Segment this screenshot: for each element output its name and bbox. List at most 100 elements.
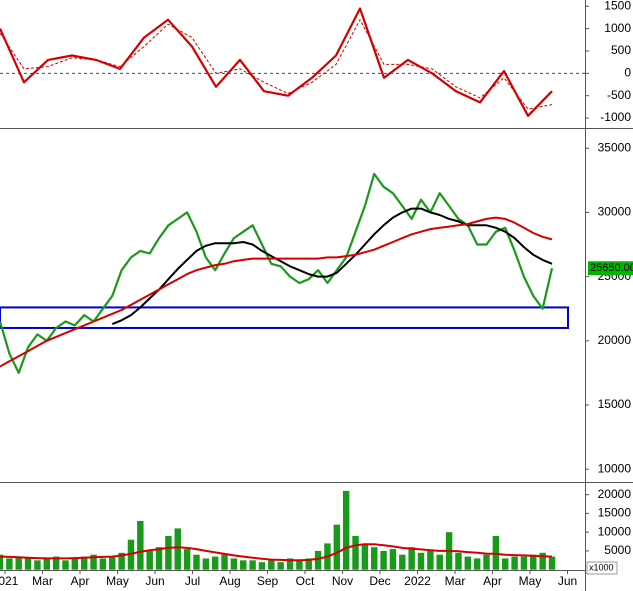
y-tick-label: 10000 — [598, 524, 632, 538]
volume-bar — [427, 550, 434, 570]
y-tick-label: 15000 — [598, 397, 632, 411]
series-line — [111, 207, 553, 326]
volume-bar — [62, 560, 69, 570]
volume-bar — [464, 556, 472, 570]
x-tick-label: May — [106, 574, 129, 588]
x-tick-label: Mar — [32, 574, 53, 588]
volume-bar — [6, 558, 13, 570]
last-price-box — [588, 261, 633, 276]
y-tick-label: 1000 — [604, 21, 631, 35]
volume-bar — [436, 554, 443, 570]
y-tick-label: 5000 — [604, 543, 631, 557]
volume-bar — [52, 556, 60, 570]
volume-bar — [492, 535, 500, 570]
volume-bar — [0, 554, 4, 570]
volume-bar — [15, 556, 22, 570]
y-tick-label: 20000 — [598, 487, 632, 501]
volume-bar — [202, 558, 210, 570]
volume-bar — [408, 547, 415, 570]
x-tick-label: Aug — [219, 574, 240, 588]
volume-bar — [24, 558, 32, 570]
volume-bar — [137, 520, 144, 570]
volume-bar — [71, 558, 79, 570]
volume-bar — [342, 490, 350, 570]
volume-bar — [165, 535, 172, 570]
series-line — [0, 543, 553, 562]
volume-bar — [305, 558, 312, 570]
volume-bar — [389, 549, 397, 570]
volume-bar — [296, 560, 303, 570]
volume-bar — [371, 547, 378, 570]
volume-bar — [90, 554, 97, 570]
volume-bar — [183, 549, 191, 570]
volume-bar — [249, 560, 256, 570]
volume-bar — [240, 560, 247, 570]
series-line — [0, 172, 554, 374]
volume-bar — [230, 558, 238, 570]
y-tick-label: 20000 — [598, 333, 632, 347]
volume-bar — [146, 550, 153, 570]
x-tick-label: Jun — [145, 574, 164, 588]
x-tick-label: Nov — [332, 574, 353, 588]
y-tick-label: 10000 — [598, 461, 632, 475]
volume-bar — [333, 524, 341, 570]
volume-bar — [417, 552, 425, 570]
volume-bar — [530, 554, 537, 570]
support-zone — [0, 306, 569, 329]
volume-bar — [548, 556, 556, 570]
unit-box — [586, 561, 618, 575]
volume-bar — [399, 554, 406, 570]
y-tick-label: 15000 — [598, 506, 632, 520]
volume-bar — [502, 558, 509, 570]
x-tick-label: Dec — [369, 574, 390, 588]
volume-bar — [520, 556, 528, 570]
volume-bar — [211, 556, 219, 570]
volume-bar — [473, 558, 481, 570]
x-tick-label: Apr — [71, 574, 90, 588]
x-tick-label: Jul — [185, 574, 200, 588]
y-tick-label: 35000 — [598, 140, 632, 154]
x-tick-label: Jun — [558, 574, 577, 588]
volume-bar — [483, 554, 490, 570]
volume-bar — [455, 552, 462, 570]
volume-bar — [221, 554, 228, 570]
volume-bar — [380, 550, 387, 570]
volume-bar — [268, 560, 275, 570]
volume-bar — [352, 535, 359, 570]
x-tick-label: 2021 — [0, 574, 19, 588]
y-tick-label: -500 — [607, 88, 631, 102]
volume-bar — [174, 528, 181, 570]
volume-bar — [277, 562, 284, 570]
volume-bar — [43, 558, 50, 570]
volume-bar — [155, 547, 163, 570]
volume-bar — [258, 562, 266, 570]
x-tick-label: Oct — [296, 574, 315, 588]
volume-bar — [511, 556, 518, 570]
unit-label: x1000 — [589, 562, 614, 572]
x-tick-label: Apr — [483, 574, 502, 588]
volume-bar — [193, 554, 200, 570]
x-tick-label: Mar — [445, 574, 466, 588]
volume-bar — [80, 556, 88, 570]
x-tick-label: Sep — [257, 574, 279, 588]
series-line — [0, 19, 553, 110]
series-line — [0, 216, 553, 368]
x-tick-label: 2022 — [404, 574, 431, 588]
volume-bar — [539, 552, 546, 570]
y-tick-label: 30000 — [598, 205, 632, 219]
volume-bar — [118, 552, 125, 570]
y-tick-label: 0 — [624, 66, 631, 80]
volume-bar — [109, 556, 116, 570]
y-tick-label: 500 — [611, 43, 631, 57]
volume-bar — [361, 543, 369, 570]
x-tick-label: May — [519, 574, 542, 588]
volume-bar — [99, 558, 107, 570]
y-tick-label: -1000 — [600, 110, 631, 124]
last-price-label: 25650.00 — [590, 262, 633, 274]
volume-bar — [286, 558, 294, 570]
y-tick-label: 1500 — [604, 0, 631, 12]
volume-bar — [34, 560, 41, 570]
volume-bar — [314, 550, 322, 570]
